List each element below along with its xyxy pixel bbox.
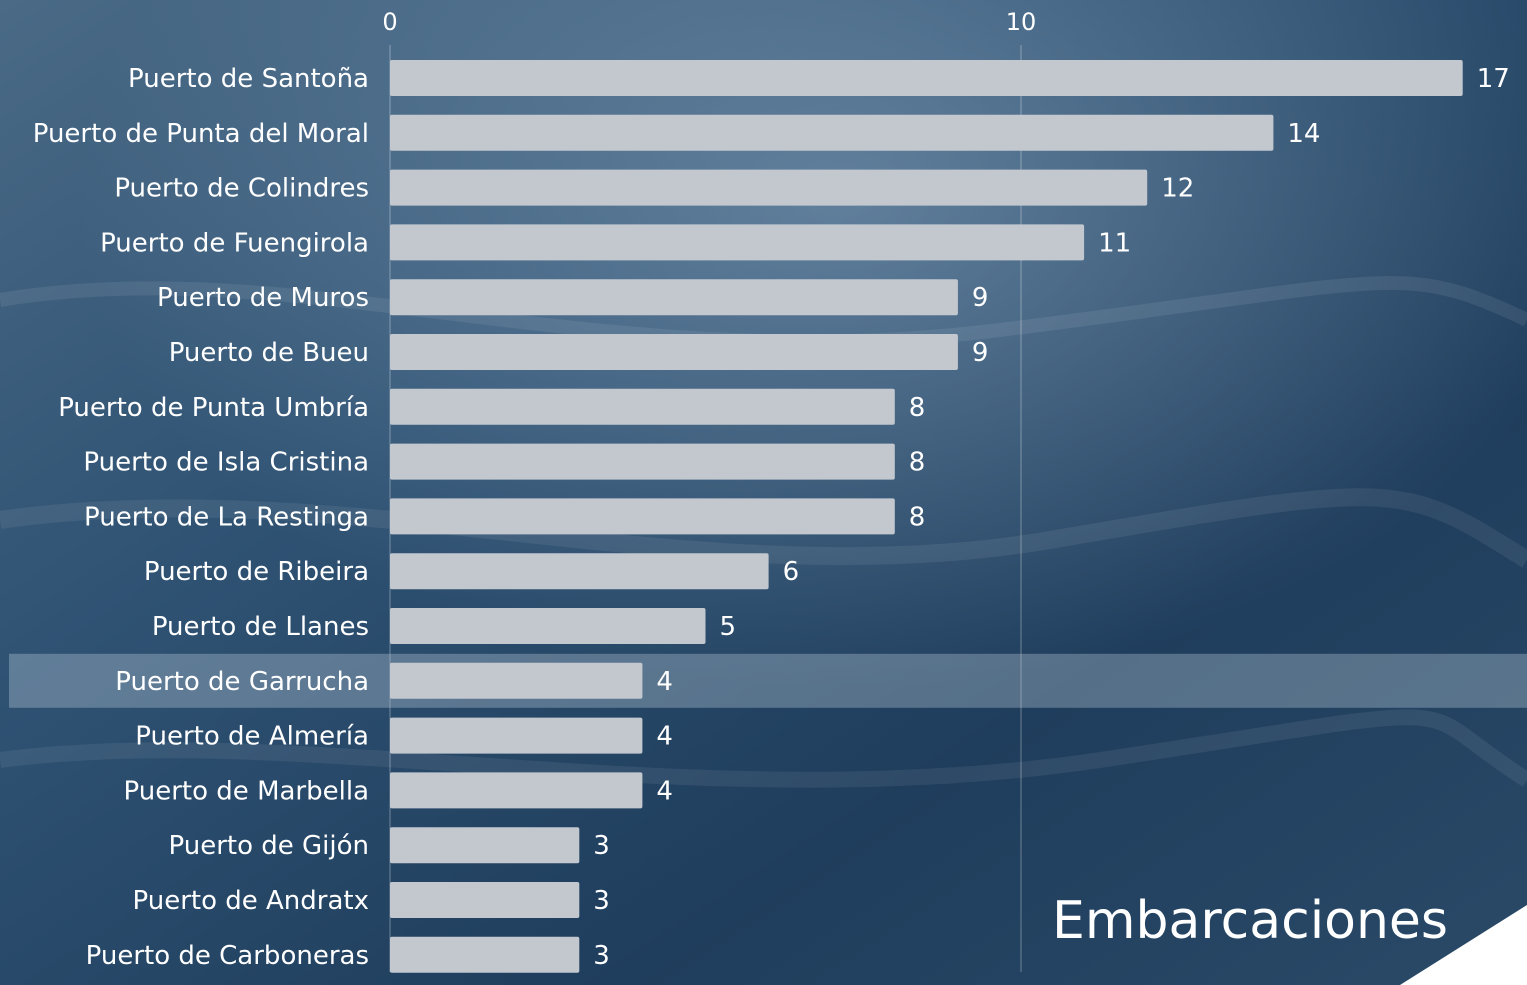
value-label: 6 — [783, 557, 800, 587]
bar[interactable] — [390, 443, 895, 480]
category-label: Puerto de Almería — [135, 722, 369, 752]
value-label: 5 — [720, 612, 737, 642]
bar[interactable] — [390, 882, 580, 918]
value-label: 14 — [1287, 119, 1320, 149]
value-label: 4 — [656, 667, 673, 697]
bar[interactable] — [390, 279, 958, 316]
x-tick-label: 10 — [1006, 8, 1037, 36]
category-label: Puerto de Isla Cristina — [83, 448, 369, 478]
bar[interactable] — [390, 717, 643, 754]
category-label: Puerto de Carboneras — [86, 941, 369, 971]
bar[interactable] — [390, 388, 895, 425]
value-label: 3 — [593, 886, 610, 916]
bar[interactable] — [390, 498, 895, 535]
value-label: 9 — [972, 283, 989, 313]
value-label: 17 — [1477, 64, 1510, 94]
category-label: Puerto de Bueu — [169, 338, 369, 368]
category-label: Puerto de Gijón — [169, 831, 370, 861]
category-label: Puerto de Fuengirola — [100, 228, 369, 258]
category-label: Puerto de Ribeira — [144, 557, 369, 587]
value-label: 11 — [1098, 228, 1131, 258]
category-label: Puerto de Muros — [157, 283, 369, 313]
bar[interactable] — [390, 936, 580, 973]
bar[interactable] — [390, 169, 1148, 206]
category-label: Puerto de La Restinga — [84, 502, 369, 532]
bar[interactable] — [390, 224, 1085, 261]
value-label: 8 — [909, 448, 926, 478]
value-label: 8 — [909, 393, 926, 423]
legend-label: Embarcaciones — [1052, 891, 1448, 951]
category-label: Puerto de Punta del Moral — [33, 119, 369, 149]
category-label: Puerto de Andratx — [133, 886, 370, 916]
bar[interactable] — [390, 827, 580, 864]
value-label: 4 — [656, 776, 673, 806]
bar[interactable] — [390, 60, 1463, 96]
value-label: 3 — [593, 941, 610, 971]
value-label: 9 — [972, 338, 989, 368]
bar[interactable] — [390, 334, 958, 370]
value-label: 8 — [909, 502, 926, 532]
bar[interactable] — [390, 553, 769, 590]
bar[interactable] — [390, 114, 1274, 151]
bar[interactable] — [390, 608, 706, 644]
bar[interactable] — [390, 772, 643, 809]
category-label: Puerto de Llanes — [152, 612, 369, 642]
category-label: Puerto de Garrucha — [115, 667, 369, 697]
highlighted-row — [9, 653, 1527, 708]
value-label: 3 — [593, 831, 610, 861]
category-label: Puerto de Punta Umbría — [58, 393, 369, 423]
category-label: Puerto de Santoña — [128, 64, 369, 94]
value-label: 12 — [1161, 174, 1194, 204]
bar[interactable] — [390, 662, 643, 699]
x-tick-label: 0 — [382, 8, 397, 36]
category-label: Puerto de Colindres — [114, 174, 369, 204]
value-label: 4 — [656, 722, 673, 752]
category-label: Puerto de Marbella — [124, 776, 369, 806]
